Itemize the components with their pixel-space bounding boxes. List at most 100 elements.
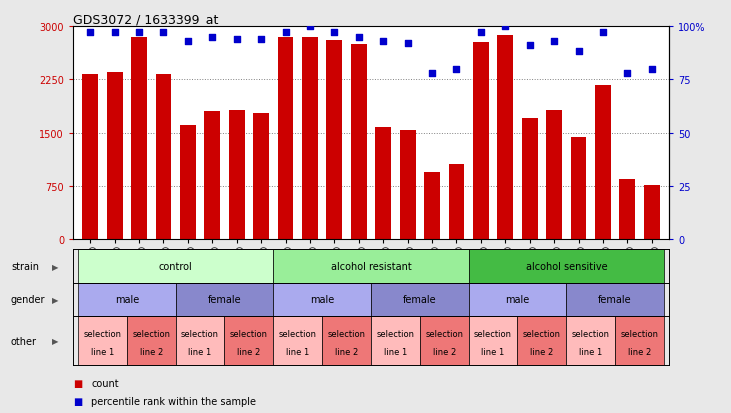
Bar	[567, 283, 664, 316]
Bar	[469, 283, 567, 316]
Point	[133, 30, 145, 36]
Bar	[420, 316, 469, 366]
Bar	[78, 283, 175, 316]
Point	[548, 38, 560, 45]
Bar	[375, 128, 391, 240]
Bar	[273, 283, 371, 316]
Text: male: male	[505, 294, 529, 304]
Text: GDS3072 / 1633399_at: GDS3072 / 1633399_at	[73, 13, 219, 26]
Bar	[616, 316, 664, 366]
Bar	[175, 283, 273, 316]
Point	[231, 36, 243, 43]
Bar	[518, 316, 567, 366]
Text: percentile rank within the sample: percentile rank within the sample	[91, 396, 257, 406]
Bar	[224, 316, 273, 366]
Bar	[546, 111, 562, 240]
Text: line 1: line 1	[189, 347, 212, 356]
Bar	[273, 316, 322, 366]
Bar	[78, 316, 126, 366]
Point	[621, 70, 633, 77]
Bar	[371, 283, 469, 316]
Text: ■: ■	[73, 378, 83, 388]
Bar	[644, 186, 659, 240]
Text: selection: selection	[132, 329, 170, 338]
Point	[646, 66, 658, 73]
Bar	[351, 45, 367, 240]
Text: selection: selection	[230, 329, 268, 338]
Point	[182, 38, 194, 45]
Bar	[126, 316, 175, 366]
Text: selection: selection	[279, 329, 317, 338]
Point	[377, 38, 389, 45]
Point	[499, 24, 511, 30]
Bar	[156, 74, 171, 240]
Text: selection: selection	[327, 329, 366, 338]
Bar	[571, 138, 586, 240]
Point	[572, 49, 584, 56]
Text: selection: selection	[376, 329, 414, 338]
Bar	[469, 316, 518, 366]
Point	[475, 30, 487, 36]
Point	[450, 66, 462, 73]
Point	[84, 30, 96, 36]
Point	[304, 24, 316, 30]
Text: selection: selection	[523, 329, 561, 338]
Bar	[619, 179, 635, 240]
Text: selection: selection	[181, 329, 219, 338]
Text: line 2: line 2	[530, 347, 553, 356]
Bar	[469, 250, 664, 283]
Text: ▶: ▶	[52, 262, 58, 271]
Bar	[400, 131, 415, 240]
Bar	[497, 36, 513, 240]
Text: ▶: ▶	[52, 295, 58, 304]
Point	[353, 34, 365, 41]
Bar	[131, 38, 147, 240]
Text: line 1: line 1	[384, 347, 407, 356]
Text: control: control	[159, 261, 192, 271]
Bar	[567, 316, 616, 366]
Text: line 1: line 1	[579, 347, 602, 356]
Text: selection: selection	[621, 329, 659, 338]
Text: strain: strain	[11, 261, 39, 271]
Bar	[522, 119, 537, 240]
Text: other: other	[11, 336, 37, 346]
Point	[206, 34, 218, 41]
Point	[255, 36, 267, 43]
Text: line 2: line 2	[335, 347, 358, 356]
Bar	[78, 250, 273, 283]
Text: selection: selection	[83, 329, 121, 338]
Bar	[327, 41, 342, 240]
Text: gender: gender	[11, 294, 45, 304]
Point	[524, 43, 536, 49]
Text: alcohol sensitive: alcohol sensitive	[526, 261, 607, 271]
Bar	[83, 75, 98, 240]
Bar	[322, 316, 371, 366]
Bar	[595, 85, 611, 240]
Text: line 2: line 2	[140, 347, 163, 356]
Text: female: female	[403, 294, 436, 304]
Text: male: male	[310, 294, 334, 304]
Point	[402, 40, 414, 47]
Text: male: male	[115, 294, 139, 304]
Bar	[473, 43, 489, 240]
Text: line 1: line 1	[482, 347, 504, 356]
Bar	[449, 165, 464, 240]
Point	[109, 30, 121, 36]
Point	[426, 70, 438, 77]
Text: line 2: line 2	[628, 347, 651, 356]
Bar	[273, 250, 469, 283]
Text: alcohol resistant: alcohol resistant	[330, 261, 412, 271]
Bar	[205, 112, 220, 240]
Text: ■: ■	[73, 396, 83, 406]
Text: selection: selection	[425, 329, 463, 338]
Text: selection: selection	[474, 329, 512, 338]
Bar	[371, 316, 420, 366]
Point	[280, 30, 292, 36]
Text: ▶: ▶	[52, 336, 58, 345]
Bar	[278, 38, 293, 240]
Text: count: count	[91, 378, 119, 388]
Point	[158, 30, 170, 36]
Point	[597, 30, 609, 36]
Text: female: female	[208, 294, 241, 304]
Bar	[253, 113, 269, 240]
